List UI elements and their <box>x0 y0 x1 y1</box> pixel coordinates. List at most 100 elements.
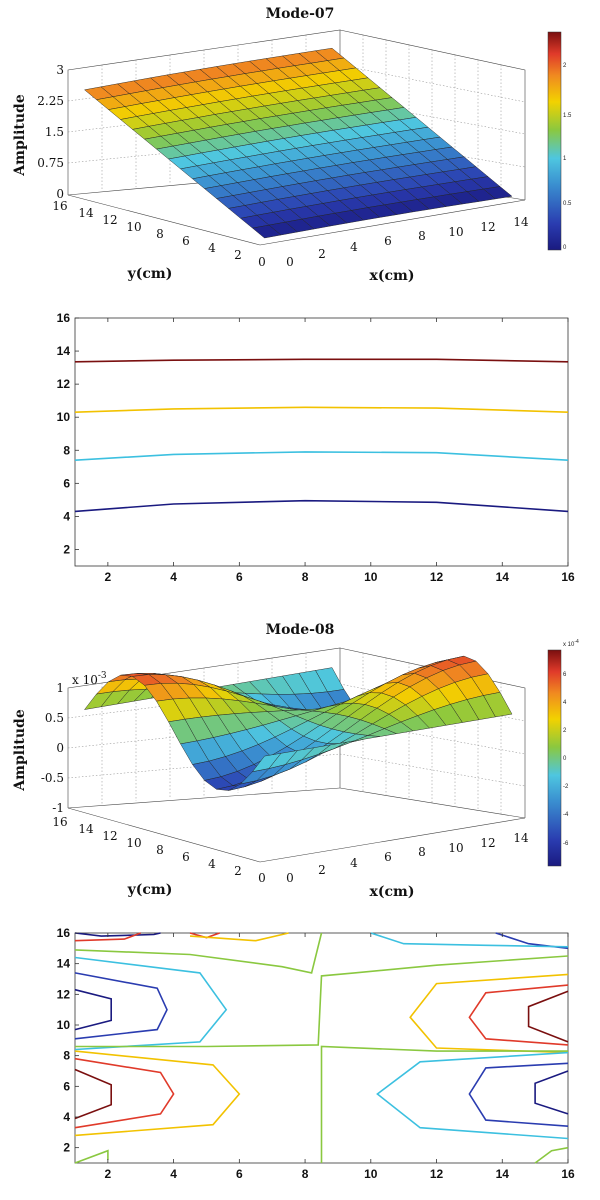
y-tick: 12 <box>102 829 117 843</box>
contour-line <box>74 1149 109 1164</box>
y-tick: 4 <box>208 857 216 871</box>
x-tick: 12 <box>480 836 495 850</box>
y-tick-label: 16 <box>57 311 71 325</box>
x-tick: 10 <box>448 841 463 855</box>
contour-line <box>370 932 569 948</box>
mode07-y-ticks: 0 2 4 6 8 10 12 14 16 <box>52 199 265 269</box>
contour-line <box>74 499 569 513</box>
y-tick-label: 2 <box>63 542 70 556</box>
y-tick-label: 12 <box>57 377 71 391</box>
contour-line <box>468 1062 569 1127</box>
mode08-ylabel: y(cm) <box>127 882 173 898</box>
y-tick: 2 <box>234 248 242 262</box>
x-tick-label: 16 <box>561 1167 575 1181</box>
x-tick: 6 <box>384 850 392 864</box>
z-multiplier-base: x 10 <box>72 673 98 687</box>
contour-line <box>74 406 569 413</box>
mode08-colorbar-ticks: 6 4 2 0 -2 -4 -6 <box>563 672 569 847</box>
y-tick-label: 6 <box>63 1079 70 1093</box>
z-tick: -0.5 <box>41 771 64 785</box>
x-tick: 8 <box>418 845 426 859</box>
mode07-xlabel: x(cm) <box>370 268 415 284</box>
contour-line <box>320 1045 568 1163</box>
mode07-panel: Mode-07 0 0.75 <box>12 6 572 284</box>
colorbar-tick: 0 <box>563 245 567 251</box>
contour-line <box>409 973 569 1054</box>
contour-line <box>74 451 569 461</box>
mode07-colorbar <box>547 31 562 251</box>
mode07-ylabel: y(cm) <box>127 266 173 282</box>
colorbar-tick: 1.5 <box>563 113 572 119</box>
mode08-colorbar-multiplier: x 10-4 <box>563 639 579 648</box>
x-tick-label: 10 <box>364 1167 378 1181</box>
mode07-x-ticks: 0 2 4 6 8 10 12 14 <box>286 215 529 269</box>
y-tick-label: 6 <box>63 476 70 490</box>
x-tick: 6 <box>384 234 392 248</box>
mode07-z-ticks: 0 0.75 1.5 2.25 3 <box>37 63 64 201</box>
mode08-z-ticks: -1 -0.5 0 0.5 1 <box>41 681 64 815</box>
y-tick-label: 10 <box>57 410 71 424</box>
z-tick: 1 <box>56 681 64 695</box>
colorbar-tick: 2 <box>563 728 567 734</box>
colorbar-tick: -4 <box>563 812 569 818</box>
x-tick-label: 8 <box>302 570 309 584</box>
y-tick: 16 <box>52 815 67 829</box>
y-tick: 4 <box>208 241 216 255</box>
y-tick: 10 <box>126 836 141 850</box>
x-tick: 8 <box>418 229 426 243</box>
contour-line <box>74 1068 112 1120</box>
colorbar-multiplier-base: x 10 <box>563 642 575 648</box>
colorbar-multiplier-exp: -4 <box>574 639 579 645</box>
y-tick: 6 <box>182 850 190 864</box>
x-tick: 14 <box>513 215 529 229</box>
colorbar-tick: 0.5 <box>563 201 572 207</box>
x-tick-label: 12 <box>430 1167 444 1181</box>
mode07-title: Mode-07 <box>266 6 335 22</box>
colorbar-tick: 2 <box>563 63 567 69</box>
mode08-colorbar <box>547 649 562 867</box>
z-tick: 1.5 <box>45 125 64 139</box>
x-tick-label: 16 <box>561 570 575 584</box>
contour-line <box>75 955 569 1048</box>
y-tick: 14 <box>78 206 94 220</box>
surface-patch <box>482 186 513 200</box>
contour1-lines <box>74 358 569 513</box>
contour1-frame <box>74 317 569 567</box>
contour2-x-ticks: 2 4 6 8 10 12 14 16 <box>105 933 575 1181</box>
x-tick: 14 <box>513 831 529 845</box>
y-tick: 14 <box>78 822 94 836</box>
surface-patch <box>483 692 513 718</box>
y-tick: 12 <box>102 213 117 227</box>
y-tick: 0 <box>258 871 266 885</box>
x-tick-label: 2 <box>105 570 112 584</box>
z-tick: 0 <box>56 741 64 755</box>
x-tick: 0 <box>286 871 294 885</box>
z-tick: 0.5 <box>45 711 64 725</box>
contour-line <box>74 1057 175 1129</box>
x-tick-label: 4 <box>170 1167 177 1181</box>
colorbar-tick: 1 <box>563 156 567 162</box>
x-tick: 12 <box>480 220 495 234</box>
mode08-panel: Mode-08 x 10-3 -1 -0.5 0 <box>12 622 579 900</box>
contour-line <box>74 932 161 937</box>
contour-line <box>74 932 141 942</box>
mode08-x-ticks: 0 2 4 6 8 10 12 14 <box>286 831 529 885</box>
x-tick: 10 <box>448 225 463 239</box>
contour-line <box>527 990 569 1043</box>
contour-line <box>74 1050 241 1137</box>
y-tick-label: 16 <box>57 926 71 940</box>
colorbar-tick: 4 <box>563 700 567 706</box>
x-tick-label: 14 <box>496 570 510 584</box>
contour-line <box>534 1070 569 1115</box>
x-tick-label: 2 <box>105 1167 112 1181</box>
y-tick: 2 <box>234 864 242 878</box>
y-tick-label: 8 <box>63 443 70 457</box>
colorbar-tick: 0 <box>563 756 567 762</box>
x-tick-label: 14 <box>496 1167 510 1181</box>
z-tick: 3 <box>56 63 64 77</box>
y-tick-label: 10 <box>57 1018 71 1032</box>
y-tick-label: 2 <box>63 1141 70 1155</box>
x-tick: 4 <box>350 856 358 870</box>
y-tick-label: 8 <box>63 1049 70 1063</box>
